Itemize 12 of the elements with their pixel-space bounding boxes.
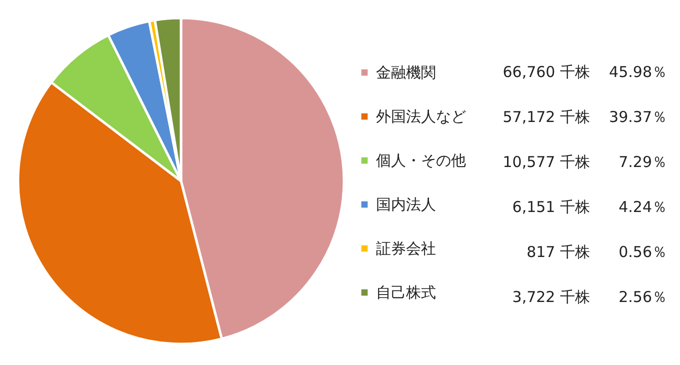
legend-label: 自己株式	[376, 284, 436, 302]
text: 817 千株 0.56％	[526, 243, 667, 261]
legend-label: 証券会社	[376, 240, 436, 258]
legend-label: 国内法人	[376, 196, 436, 214]
text: 6,151 千株 4.24％	[512, 198, 667, 216]
text: 10,577 千株 7.29％	[502, 153, 667, 171]
legend-label: 外国法人など	[376, 108, 466, 126]
legend-label: 金融機関	[376, 64, 436, 82]
text: 57,172 千株 39.37％	[502, 108, 667, 126]
legend-label: 個人・その他	[376, 152, 466, 170]
text: 3,722 千株 2.56％	[512, 288, 667, 306]
text: 66,760 千株 45.98％	[502, 63, 667, 81]
